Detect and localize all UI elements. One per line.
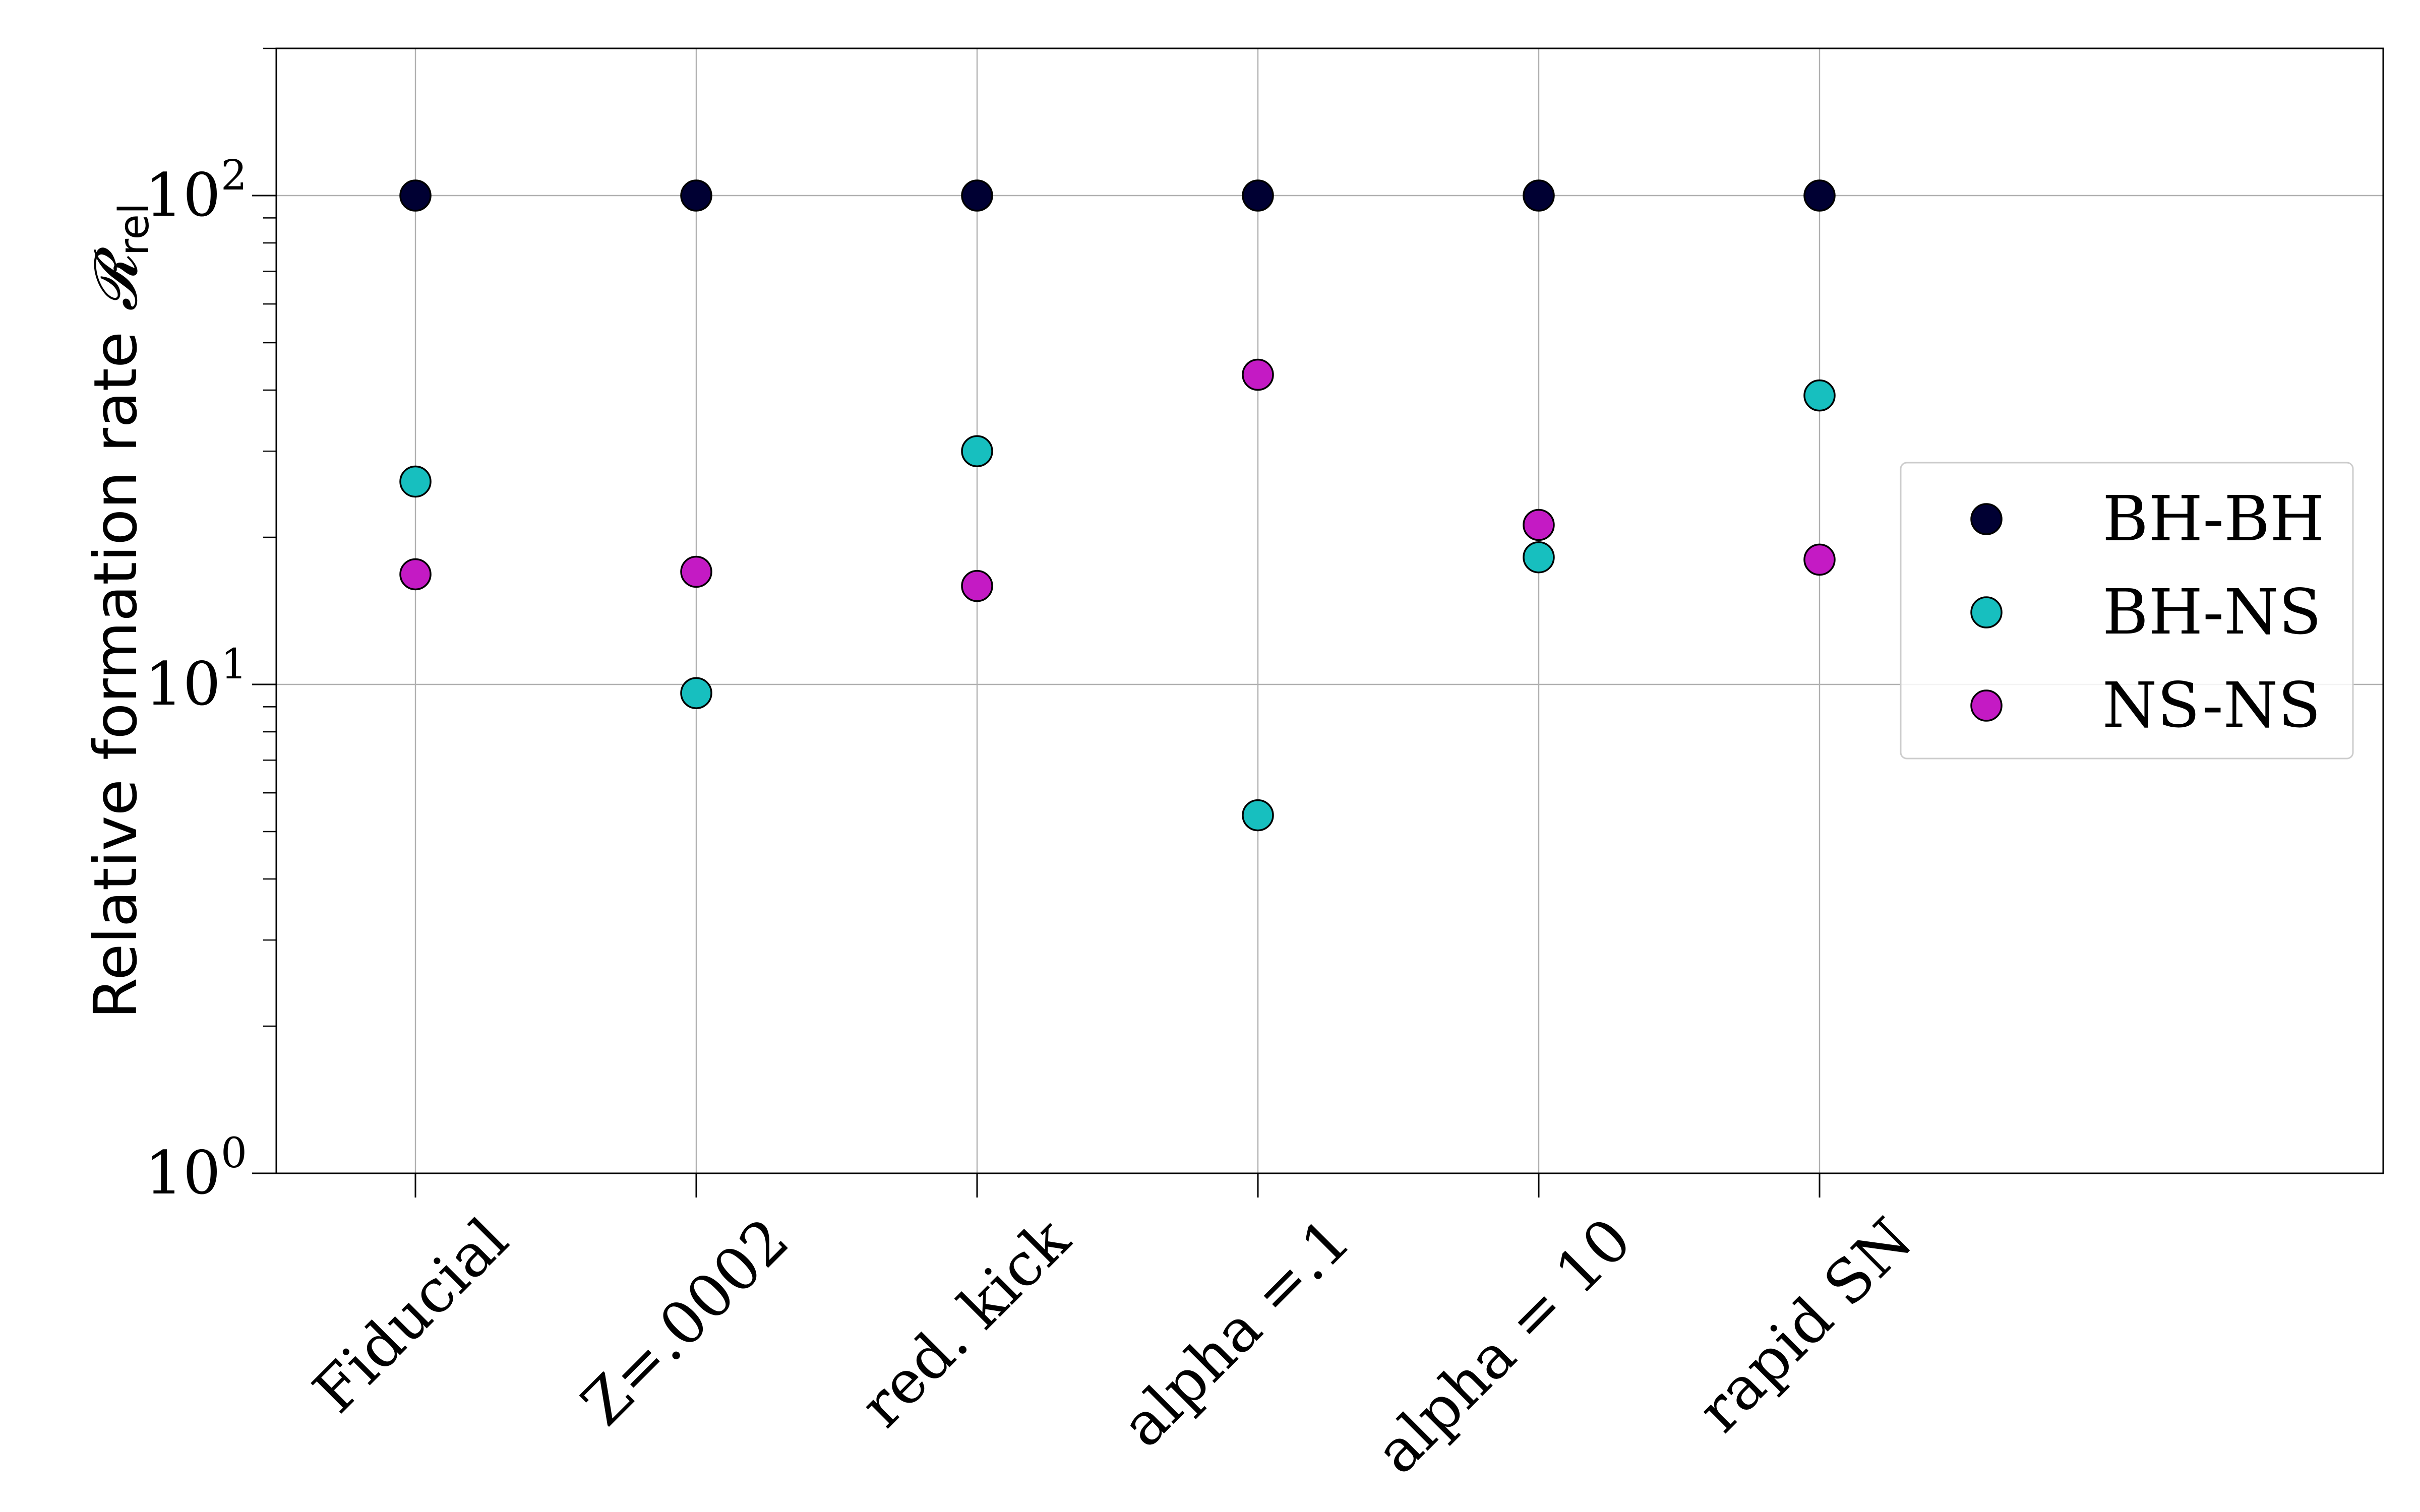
point-ns-ns: [961, 570, 993, 602]
point-bh-bh: [1242, 179, 1274, 212]
legend-marker-bh-ns: [1970, 596, 2003, 628]
point-bh-bh: [680, 179, 712, 212]
point-bh-bh: [1803, 179, 1836, 212]
point-bh-bh: [1523, 179, 1555, 212]
y-tick-label: 102: [145, 152, 247, 230]
y-axis-label-text: Relative formation rate: [81, 332, 150, 1019]
y-tick-label-base: 10: [145, 160, 221, 230]
point-bh-ns: [1523, 541, 1555, 574]
legend-label-ns-ns: NS-NS: [2102, 669, 2321, 742]
y-tick-label-base: 10: [145, 1138, 221, 1208]
legend-box: [1900, 462, 2354, 760]
y-tick-label-exponent: 1: [221, 641, 247, 688]
point-bh-ns: [1803, 379, 1836, 412]
legend: BH-BH BH-NS NS-NS: [1900, 462, 2354, 760]
point-bh-ns: [1242, 799, 1274, 832]
y-tick-label-base: 10: [145, 649, 221, 719]
point-bh-bh: [399, 179, 432, 212]
y-axis-label: Relative formation rate 𝓡rel: [81, 203, 158, 1019]
legend-marker-bh-bh: [1970, 503, 2003, 535]
point-bh-ns: [399, 465, 432, 498]
point-ns-ns: [680, 555, 712, 588]
point-ns-ns: [399, 558, 432, 591]
legend-marker-ns-ns: [1970, 689, 2003, 722]
point-bh-bh: [961, 179, 993, 212]
point-bh-ns: [961, 435, 993, 467]
plot-area-frame: [275, 47, 2384, 1174]
y-tick-label-exponent: 0: [221, 1129, 247, 1177]
point-ns-ns: [1523, 509, 1555, 541]
data-points: [399, 179, 1836, 832]
y-axis-label-symbol: 𝓡: [81, 246, 150, 311]
y-tick-label-exponent: 2: [221, 152, 247, 200]
point-ns-ns: [1803, 543, 1836, 576]
point-bh-ns: [680, 677, 712, 709]
y-tick-label: 101: [145, 641, 247, 719]
y-tick-label: 100: [145, 1129, 247, 1208]
legend-label-bh-bh: BH-BH: [2102, 483, 2324, 555]
point-ns-ns: [1242, 358, 1274, 391]
y-axis-label-subscript: rel: [110, 203, 158, 256]
legend-label-bh-ns: BH-NS: [2102, 576, 2322, 649]
